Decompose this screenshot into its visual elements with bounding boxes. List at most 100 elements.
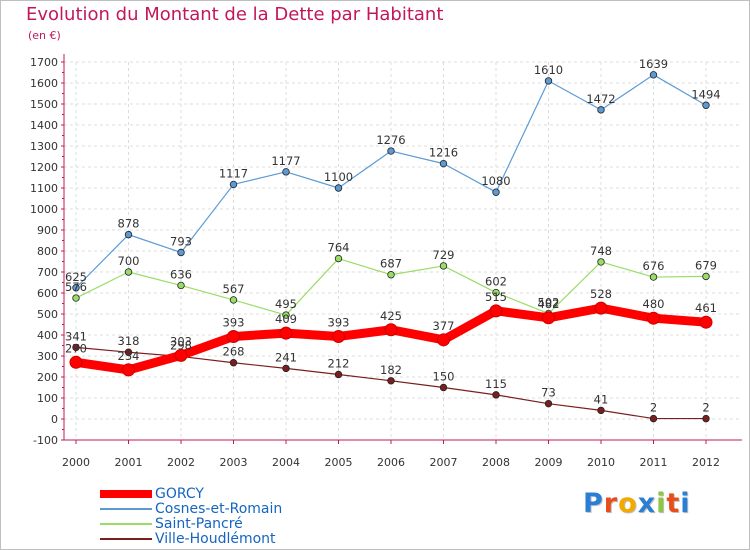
x-tick-label: 2002 — [167, 456, 195, 469]
data-point-gorcy — [279, 326, 293, 340]
logo-letter: x — [637, 488, 657, 519]
data-point-cosnes-et-romain — [597, 106, 605, 114]
data-point-cosnes-et-romain — [229, 180, 238, 189]
data-point-cosnes-et-romain — [124, 230, 133, 239]
data-point-ville-houdl-mont — [282, 364, 290, 373]
data-label-gorcy: 409 — [275, 312, 297, 326]
data-point-ville-houdl-mont — [334, 370, 343, 379]
data-point-saint-pancr- — [229, 296, 238, 304]
y-tick-label: 1100 — [30, 182, 58, 195]
data-label-gorcy: 515 — [485, 290, 507, 304]
y-tick-label: 1200 — [30, 161, 58, 174]
data-label-gorcy: 303 — [170, 334, 192, 348]
legend-item: Ville-Houdlémont — [100, 531, 282, 547]
data-point-ville-houdl-mont — [544, 399, 553, 408]
data-label-layer: 341 318 298 268 241 212 182 150 115 73 41 2 2 576 700 6… — [65, 57, 721, 415]
data-label-saint-pancr-: 602 — [485, 275, 507, 289]
x-tick-label: 2010 — [587, 456, 615, 469]
data-label-saint-pancr-: 495 — [275, 297, 297, 311]
data-label-ville-houdl-mont: 318 — [118, 334, 140, 348]
legend: GORCY Cosnes-et-Romain Saint-Pancré Ville-H… — [100, 485, 283, 547]
logo-letter: P — [583, 488, 604, 519]
data-label-ville-houdl-mont: 73 — [541, 386, 556, 400]
data-label-ville-houdl-mont: 182 — [380, 363, 402, 377]
data-point-saint-pancr- — [387, 271, 395, 279]
logo-letter: i — [680, 488, 691, 519]
unit-label: (en €) — [28, 29, 61, 42]
data-label-cosnes-et-romain: 1276 — [376, 133, 405, 147]
x-tick-label: 2003 — [220, 456, 248, 469]
data-point-ville-houdl-mont — [72, 343, 80, 352]
data-point-cosnes-et-romain — [649, 71, 658, 79]
data-point-cosnes-et-romain — [387, 147, 395, 155]
y-tick-label: -100 — [33, 434, 58, 447]
data-label-cosnes-et-romain: 1610 — [534, 63, 563, 77]
data-label-gorcy: 234 — [118, 349, 140, 363]
data-point-saint-pancr- — [649, 273, 658, 281]
logo-letter: o — [618, 488, 638, 519]
data-label-ville-houdl-mont: 341 — [65, 329, 87, 343]
y-tick-label: 1700 — [30, 56, 58, 69]
series-layer — [69, 71, 713, 423]
data-point-gorcy — [69, 355, 83, 369]
legend-swatch — [100, 489, 152, 498]
x-tick-label: 2012 — [692, 456, 720, 469]
legend-label: Cosnes-et-Romain — [155, 500, 283, 517]
x-tick-label: 2000 — [62, 456, 90, 469]
data-point-gorcy — [332, 329, 345, 343]
data-label-saint-pancr-: 502 — [538, 296, 560, 310]
data-point-saint-pancr- — [282, 311, 290, 319]
y-tick-label: 1500 — [30, 98, 58, 111]
y-tick-label: 100 — [37, 392, 58, 405]
legend-label: GORCY — [155, 485, 204, 502]
data-label-cosnes-et-romain: 1216 — [429, 146, 458, 160]
data-label-cosnes-et-romain: 878 — [118, 217, 140, 231]
data-point-ville-houdl-mont — [124, 348, 133, 356]
data-point-saint-pancr- — [124, 268, 133, 276]
data-point-ville-houdl-mont — [439, 383, 448, 392]
data-label-ville-houdl-mont: 115 — [485, 377, 507, 391]
data-point-saint-pancr- — [702, 272, 710, 281]
y-tick-label: 300 — [37, 350, 58, 363]
data-label-ville-houdl-mont: 2 — [650, 401, 657, 415]
data-point-cosnes-et-romain — [72, 284, 80, 292]
data-point-gorcy — [384, 323, 398, 337]
data-label-gorcy: 425 — [380, 309, 402, 323]
data-label-gorcy: 393 — [328, 315, 350, 329]
data-point-gorcy — [489, 304, 503, 318]
legend-swatch — [100, 507, 152, 510]
data-point-cosnes-et-romain — [439, 159, 448, 168]
data-point-gorcy — [594, 301, 608, 315]
x-tick-label: 2005 — [325, 456, 353, 469]
legend-item: Saint-Pancré — [100, 515, 282, 532]
x-tick-label: 2011 — [640, 456, 668, 469]
logo-letter: i — [656, 488, 667, 519]
data-label-ville-houdl-mont: 2 — [702, 401, 709, 415]
data-label-ville-houdl-mont: 268 — [223, 345, 245, 359]
data-label-saint-pancr-: 679 — [695, 258, 717, 272]
grid — [64, 61, 742, 441]
data-label-saint-pancr-: 576 — [65, 280, 87, 294]
data-point-ville-houdl-mont — [387, 377, 395, 385]
data-point-saint-pancr- — [177, 281, 185, 290]
y-tick-label: 600 — [37, 287, 58, 300]
data-point-saint-pancr- — [492, 288, 500, 297]
legend-label: Saint-Pancré — [155, 515, 243, 532]
data-point-saint-pancr- — [72, 294, 80, 302]
x-tick-label: 2004 — [272, 456, 300, 469]
logo-letter: t — [666, 488, 681, 519]
data-label-cosnes-et-romain: 1639 — [639, 57, 668, 71]
y-tick-label: 900 — [37, 224, 58, 237]
data-label-cosnes-et-romain: 1472 — [586, 92, 615, 106]
data-label-gorcy: 377 — [433, 319, 455, 333]
data-point-saint-pancr- — [439, 262, 448, 270]
data-label-ville-houdl-mont: 298 — [170, 338, 192, 352]
data-label-cosnes-et-romain: 625 — [65, 270, 87, 284]
y-tick-label: 500 — [37, 308, 58, 321]
y-tick-label: 1300 — [30, 140, 58, 153]
data-point-cosnes-et-romain — [282, 168, 290, 176]
data-point-saint-pancr- — [597, 258, 605, 266]
legend-swatch — [100, 522, 152, 525]
y-tick-label: 1600 — [30, 77, 58, 90]
